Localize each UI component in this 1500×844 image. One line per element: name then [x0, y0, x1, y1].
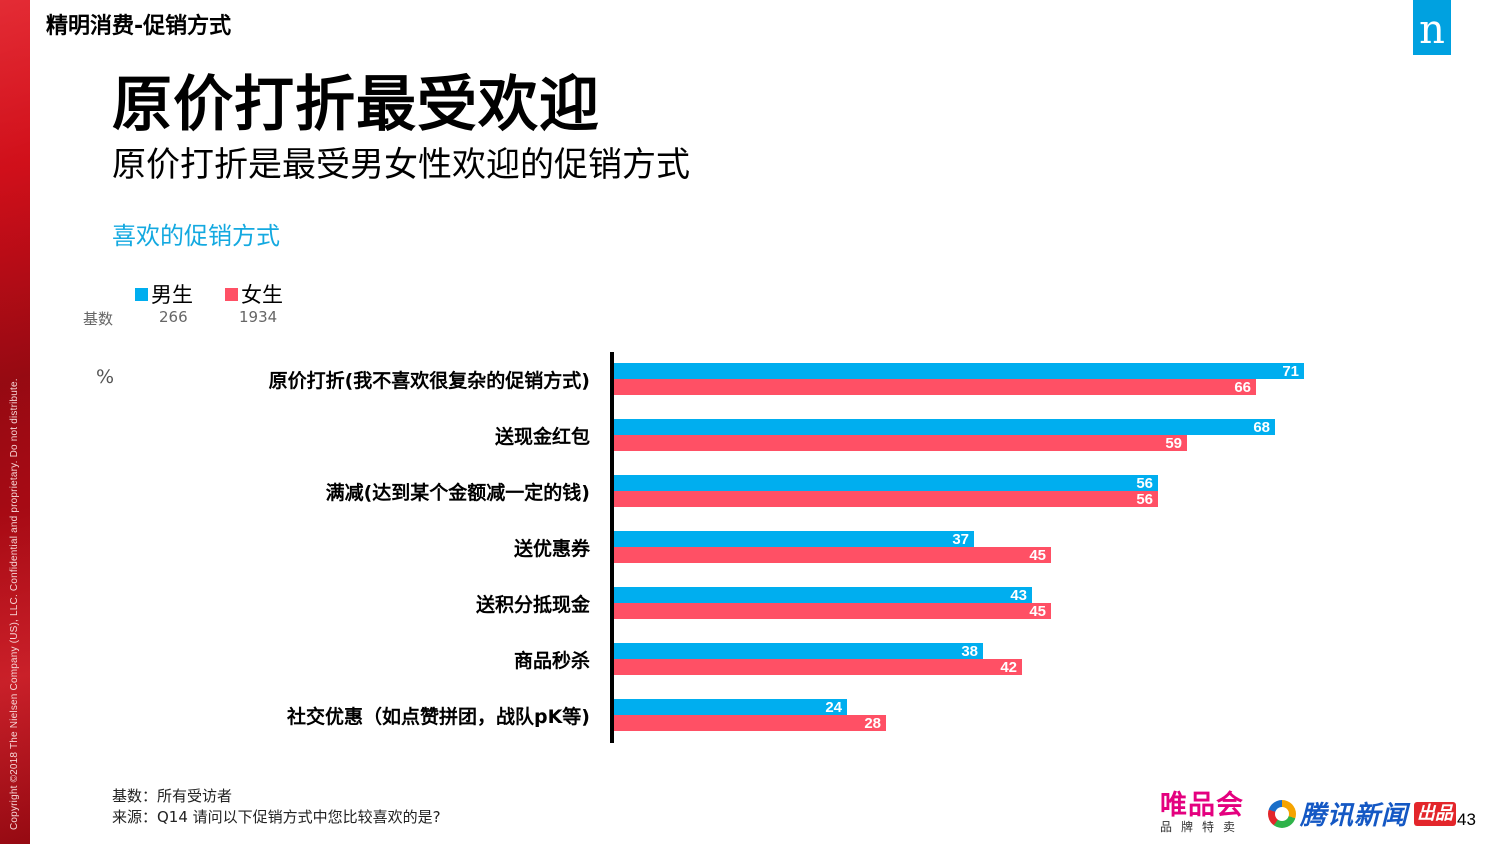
legend-item-female: 女生	[225, 279, 283, 309]
base-count-male: 266	[159, 308, 188, 326]
tencent-news-icon	[1268, 799, 1296, 828]
bar-male: 43	[614, 587, 1032, 604]
vip-logo-sub: 品牌特卖	[1160, 820, 1245, 834]
legend-item-male: 男生	[135, 279, 193, 309]
chart-title: 喜欢的促销方式	[112, 222, 280, 250]
category-label: 满减(达到某个金额减一定的钱)	[325, 482, 590, 504]
source-note: 来源：Q14 请问以下促销方式中您比较喜欢的是?	[112, 808, 441, 826]
category-label: 原价打折(我不喜欢很复杂的促销方式)	[268, 370, 590, 392]
base-note: 基数：所有受访者	[112, 787, 233, 805]
bar-male: 71	[614, 363, 1304, 380]
tencent-news-logo: 腾讯新闻 出品	[1268, 795, 1457, 832]
chart-axis-line	[610, 352, 614, 743]
bar-female: 28	[614, 715, 886, 732]
page-number: 43	[1457, 810, 1476, 829]
category-label: 社交优惠（如点赞拼团，战队pK等)	[286, 706, 590, 728]
bar-female: 42	[614, 659, 1022, 676]
decorative-red-band: Copyright ©2018 The Nielsen Company (US)…	[0, 0, 30, 844]
legend-swatch-female-icon	[225, 288, 238, 301]
produce-badge: 出品	[1414, 801, 1457, 826]
copyright-notice: Copyright ©2018 The Nielsen Company (US)…	[9, 378, 20, 830]
category-label: 商品秒杀	[513, 650, 590, 672]
category-label: 送现金红包	[494, 426, 590, 448]
unit-label: %	[96, 366, 115, 388]
page-title: 原价打折最受欢迎	[112, 70, 600, 140]
category-label: 送积分抵现金	[475, 594, 590, 616]
footnotes: 基数：所有受访者 来源：Q14 请问以下促销方式中您比较喜欢的是?	[112, 786, 441, 828]
nielsen-logo-icon: n	[1413, 0, 1451, 55]
vip-logo: 唯品会 品牌特卖	[1160, 790, 1245, 835]
section-tag: 精明消费-促销方式	[46, 14, 232, 39]
legend-label-male: 男生	[151, 283, 193, 307]
bar-female: 59	[614, 435, 1187, 452]
bar-male: 37	[614, 531, 974, 548]
bar-male: 68	[614, 419, 1275, 436]
bar-female: 56	[614, 491, 1158, 508]
bar-male: 38	[614, 643, 983, 660]
category-label: 送优惠券	[513, 538, 590, 560]
bar-male: 56	[614, 475, 1158, 492]
page-subtitle: 原价打折是最受男女性欢迎的促销方式	[112, 145, 690, 185]
base-count-female: 1934	[239, 308, 278, 326]
bar-female: 45	[614, 603, 1051, 620]
legend-label-female: 女生	[241, 283, 283, 307]
vip-logo-main: 唯品会	[1160, 790, 1244, 821]
base-label: 基数	[83, 310, 114, 328]
tencent-news-text: 腾讯新闻	[1300, 801, 1409, 831]
legend-swatch-male-icon	[135, 288, 148, 301]
bar-female: 45	[614, 547, 1051, 564]
bar-male: 24	[614, 699, 847, 716]
bar-female: 66	[614, 379, 1256, 396]
